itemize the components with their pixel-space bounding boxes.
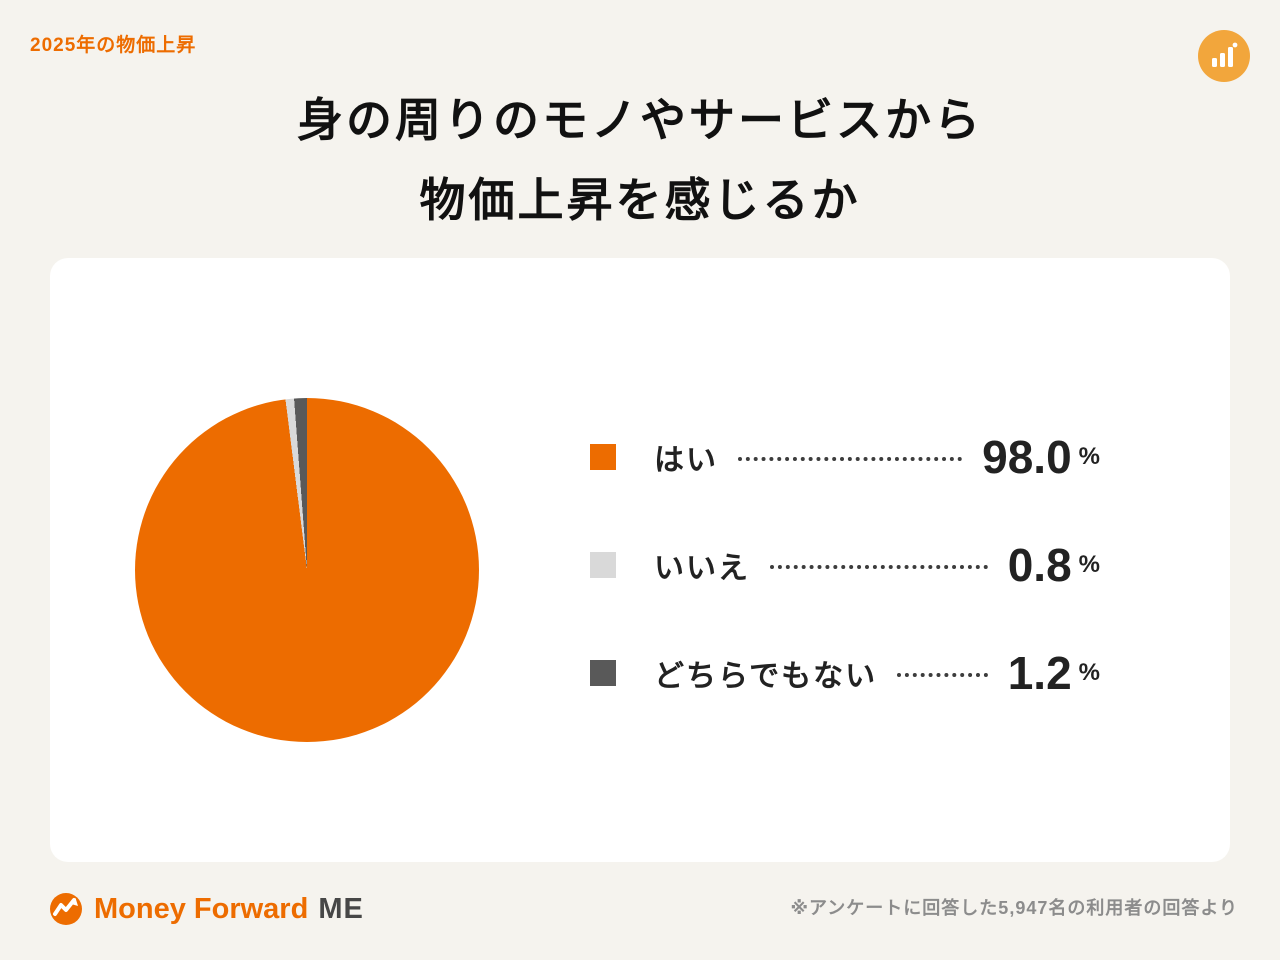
pie-chart bbox=[135, 398, 479, 742]
page-title: 身の周りのモノやサービスから 物価上昇を感じるか bbox=[0, 80, 1280, 240]
legend-label: どちらでもない bbox=[654, 660, 878, 693]
page-title-line1: 身の周りのモノやサービスから bbox=[297, 94, 983, 146]
page-title-line2: 物価上昇を感じるか bbox=[419, 174, 861, 226]
legend-label: はい bbox=[654, 444, 718, 477]
legend-unit: % bbox=[1078, 443, 1100, 470]
legend-swatch bbox=[590, 552, 616, 578]
logo-wordmark: Money Forward bbox=[94, 892, 309, 925]
bar-chart-icon bbox=[1212, 42, 1238, 67]
legend-swatch bbox=[590, 444, 616, 470]
legend-value: 98.0 bbox=[982, 431, 1072, 483]
page-tag: 2025年の物価上昇 bbox=[30, 35, 197, 56]
dotted-leader bbox=[738, 457, 963, 461]
legend-unit: % bbox=[1078, 551, 1100, 578]
legend-row-no: いいえ 0.8 % bbox=[590, 538, 1100, 592]
dotted-leader bbox=[897, 673, 988, 677]
legend-row-neither: どちらでもない 1.2 % bbox=[590, 646, 1100, 700]
legend-swatch bbox=[590, 660, 616, 686]
legend-label: いいえ bbox=[654, 552, 750, 585]
survey-footnote: ※アンケートに回答した5,947名の利用者の回答より bbox=[790, 898, 1238, 918]
chart-legend: はい 98.0 % いいえ 0.8 % どちらでもない 1.2 % bbox=[590, 430, 1100, 700]
money-forward-logo-icon bbox=[50, 893, 82, 925]
legend-value: 0.8 bbox=[1007, 539, 1072, 591]
legend-unit: % bbox=[1078, 659, 1100, 686]
legend-row-yes: はい 98.0 % bbox=[590, 430, 1100, 484]
legend-value: 1.2 bbox=[1007, 647, 1072, 699]
chart-badge bbox=[1198, 30, 1250, 82]
chart-card: はい 98.0 % いいえ 0.8 % どちらでもない 1.2 % bbox=[50, 258, 1230, 862]
logo-product-suffix: ME bbox=[318, 892, 364, 925]
dotted-leader bbox=[770, 565, 988, 569]
brand-logo: Money Forward ME bbox=[48, 890, 364, 928]
